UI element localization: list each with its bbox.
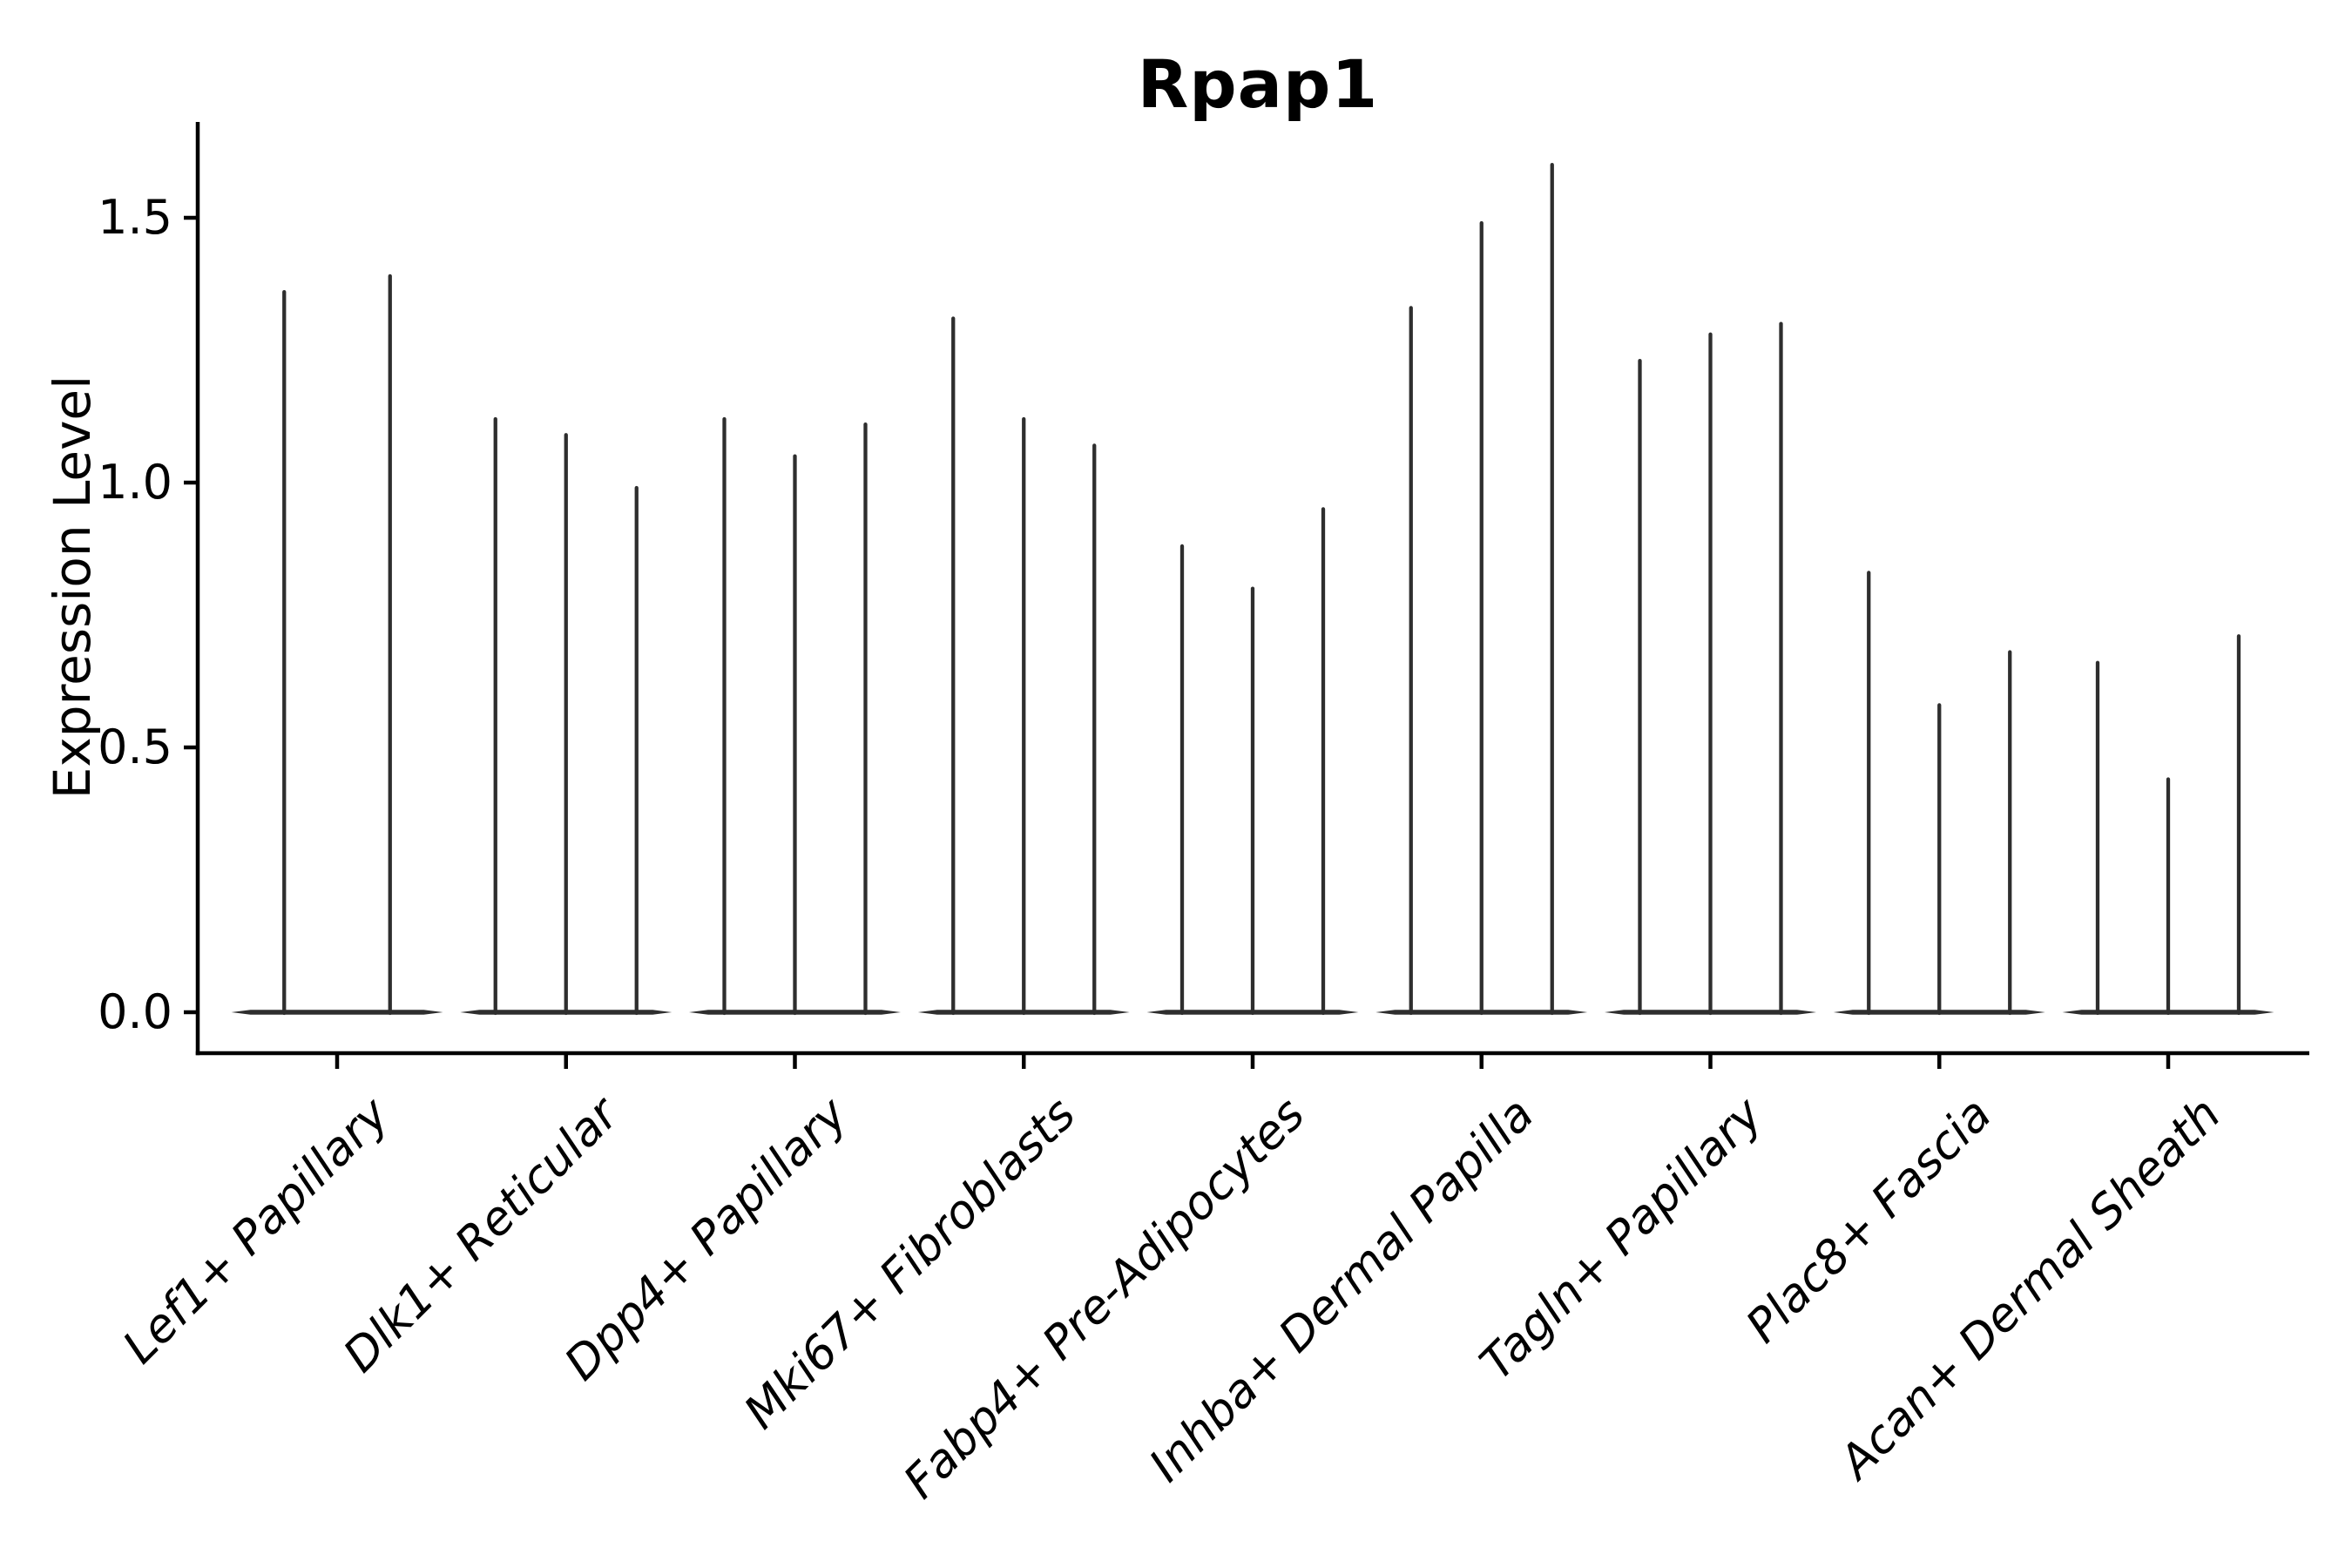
y-tick-label: 1.5 xyxy=(98,190,172,245)
chart-title: Rpap1 xyxy=(1137,45,1379,123)
y-tick-label: 0.5 xyxy=(98,720,172,774)
violin-base xyxy=(231,1010,443,1015)
y-tick-label: 1.0 xyxy=(98,455,172,510)
y-tick-label: 0.0 xyxy=(98,984,172,1039)
